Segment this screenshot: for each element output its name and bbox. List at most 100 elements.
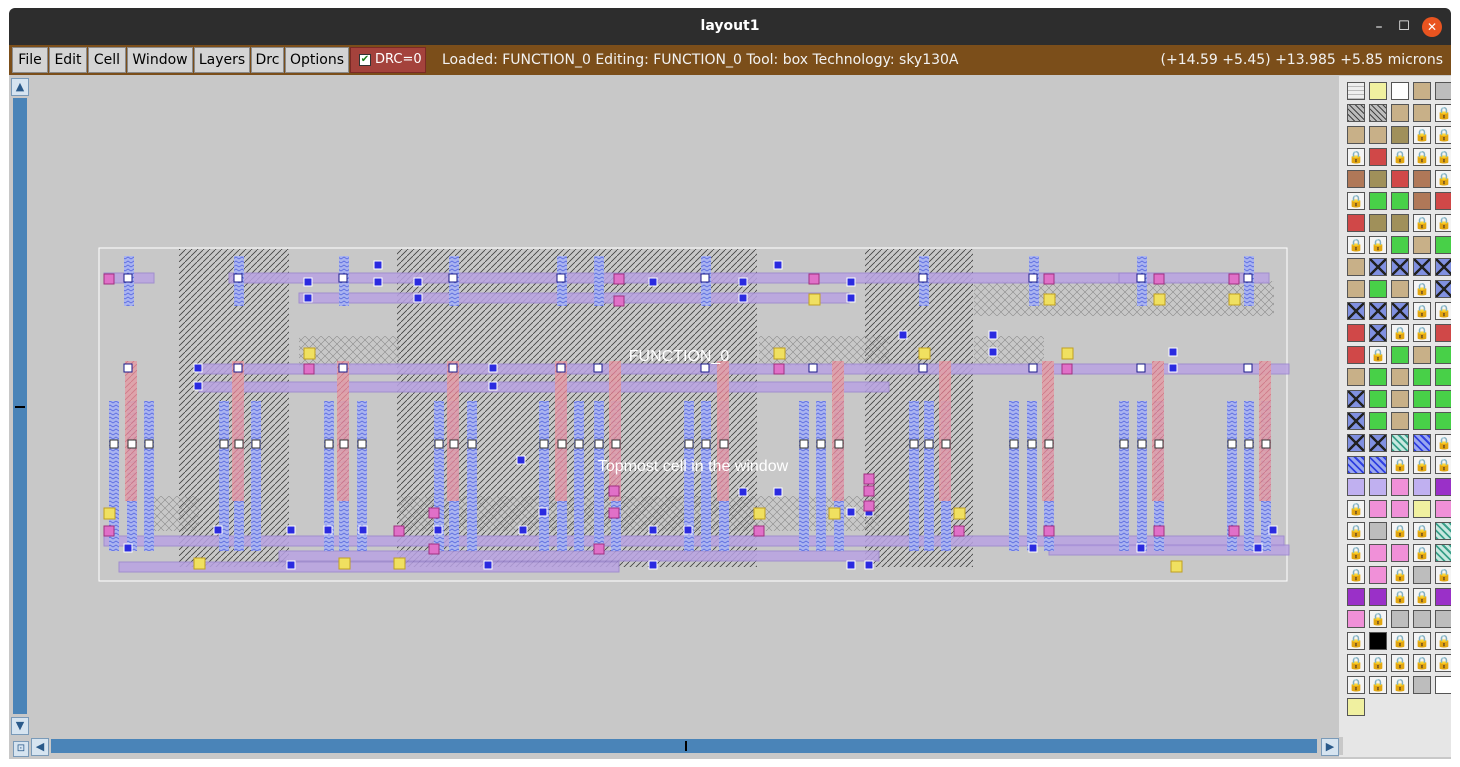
layer-lock-icon[interactable]: 🔒 (1413, 324, 1431, 342)
layer-swatch[interactable] (1413, 104, 1431, 122)
layer-lock-icon[interactable]: 🔒 (1391, 148, 1409, 166)
layer-lock-icon[interactable]: 🔒 (1347, 192, 1365, 210)
layer-swatch[interactable] (1369, 412, 1387, 430)
layer-swatch[interactable] (1391, 368, 1409, 386)
layer-swatch[interactable] (1369, 588, 1387, 606)
layer-swatch[interactable] (1391, 104, 1409, 122)
layer-swatch[interactable] (1347, 258, 1365, 276)
layer-swatch[interactable] (1413, 368, 1431, 386)
menu-drc[interactable]: Drc (251, 47, 284, 73)
layer-swatch[interactable] (1347, 478, 1365, 496)
layer-lock-icon[interactable]: 🔒 (1347, 522, 1365, 540)
layer-lock-icon[interactable]: 🔒 (1413, 280, 1431, 298)
layer-swatch[interactable] (1347, 434, 1365, 452)
layer-swatch[interactable] (1435, 368, 1451, 386)
layer-swatch[interactable] (1391, 82, 1409, 100)
layer-swatch[interactable] (1435, 500, 1451, 518)
menu-file[interactable]: File (12, 47, 48, 73)
layer-lock-icon[interactable]: 🔒 (1347, 544, 1365, 562)
menu-options[interactable]: Options (285, 47, 349, 73)
layer-lock-icon[interactable]: 🔒 (1435, 566, 1451, 584)
horizontal-scrollbar[interactable]: ◀ ▶ (31, 737, 1343, 756)
layer-swatch[interactable] (1413, 170, 1431, 188)
layer-lock-icon[interactable]: 🔒 (1369, 346, 1387, 364)
layer-swatch[interactable] (1435, 346, 1451, 364)
layer-lock-icon[interactable]: 🔒 (1391, 456, 1409, 474)
layer-swatch[interactable] (1391, 302, 1409, 320)
layer-lock-icon[interactable]: 🔒 (1347, 148, 1365, 166)
layer-swatch[interactable] (1435, 676, 1451, 694)
drc-toggle[interactable]: ✔ DRC=0 (350, 47, 426, 73)
layer-swatch[interactable] (1369, 126, 1387, 144)
layer-lock-icon[interactable]: 🔒 (1413, 632, 1431, 650)
layer-swatch[interactable] (1435, 588, 1451, 606)
layer-swatch[interactable] (1391, 170, 1409, 188)
layer-lock-icon[interactable]: 🔒 (1347, 676, 1365, 694)
layer-swatch[interactable] (1435, 82, 1451, 100)
layer-swatch[interactable] (1391, 544, 1409, 562)
layer-swatch[interactable] (1391, 280, 1409, 298)
maximize-button[interactable]: ☐ (1398, 19, 1410, 34)
layer-swatch[interactable] (1369, 434, 1387, 452)
layer-lock-icon[interactable]: 🔒 (1435, 170, 1451, 188)
layer-lock-icon[interactable]: 🔒 (1369, 654, 1387, 672)
layer-swatch[interactable] (1391, 236, 1409, 254)
layer-swatch[interactable] (1347, 346, 1365, 364)
layer-lock-icon[interactable]: 🔒 (1413, 126, 1431, 144)
layer-swatch[interactable] (1369, 302, 1387, 320)
layer-swatch[interactable] (1369, 324, 1387, 342)
scroll-right-icon[interactable]: ▶ (1321, 738, 1339, 756)
layer-lock-icon[interactable]: 🔒 (1369, 236, 1387, 254)
layer-swatch[interactable] (1347, 324, 1365, 342)
layer-lock-icon[interactable]: 🔒 (1413, 148, 1431, 166)
layer-lock-icon[interactable]: 🔒 (1435, 214, 1451, 232)
layer-swatch[interactable] (1413, 192, 1431, 210)
layer-swatch[interactable] (1413, 500, 1431, 518)
layer-lock-icon[interactable]: 🔒 (1435, 456, 1451, 474)
layer-swatch[interactable] (1369, 104, 1387, 122)
layer-swatch[interactable] (1369, 544, 1387, 562)
layer-lock-icon[interactable]: 🔒 (1347, 566, 1365, 584)
layer-lock-icon[interactable]: 🔒 (1347, 236, 1365, 254)
layer-swatch[interactable] (1347, 390, 1365, 408)
horizontal-scroll-thumb[interactable] (685, 741, 687, 751)
layer-swatch[interactable] (1369, 566, 1387, 584)
layer-swatch[interactable] (1435, 324, 1451, 342)
layer-swatch[interactable] (1391, 412, 1409, 430)
scroll-left-icon[interactable]: ◀ (31, 738, 49, 756)
layer-swatch[interactable] (1391, 214, 1409, 232)
layer-lock-icon[interactable]: 🔒 (1391, 632, 1409, 650)
drc-checkbox-icon[interactable]: ✔ (359, 54, 371, 66)
menu-cell[interactable]: Cell (88, 47, 126, 73)
layer-swatch[interactable] (1413, 566, 1431, 584)
layer-swatch[interactable] (1413, 82, 1431, 100)
layer-swatch[interactable] (1413, 236, 1431, 254)
layer-lock-icon[interactable]: 🔒 (1413, 302, 1431, 320)
layer-swatch[interactable] (1435, 522, 1451, 540)
layout-drawing[interactable]: FUNCTION_0 Topmost cell in the window (29, 76, 1339, 736)
layer-lock-icon[interactable]: 🔒 (1391, 676, 1409, 694)
scroll-up-icon[interactable]: ▲ (11, 78, 29, 96)
layer-lock-icon[interactable]: 🔒 (1347, 632, 1365, 650)
layer-lock-icon[interactable]: 🔒 (1435, 148, 1451, 166)
layer-swatch[interactable] (1369, 82, 1387, 100)
layer-swatch[interactable] (1391, 346, 1409, 364)
layer-swatch[interactable] (1391, 478, 1409, 496)
vertical-scroll-track[interactable] (13, 98, 27, 714)
layer-swatch[interactable] (1413, 390, 1431, 408)
layout-canvas[interactable]: FUNCTION_0 Topmost cell in the window (29, 76, 1339, 736)
scroll-down-icon[interactable]: ▼ (11, 717, 29, 735)
menu-window[interactable]: Window (127, 47, 193, 73)
layer-swatch[interactable] (1413, 610, 1431, 628)
layer-swatch[interactable] (1369, 192, 1387, 210)
layer-swatch[interactable] (1369, 170, 1387, 188)
layer-lock-icon[interactable]: 🔒 (1369, 610, 1387, 628)
close-button[interactable]: ✕ (1422, 17, 1442, 37)
layer-lock-icon[interactable]: 🔒 (1391, 654, 1409, 672)
layer-swatch[interactable] (1347, 170, 1365, 188)
layer-lock-icon[interactable]: 🔒 (1435, 104, 1451, 122)
layer-swatch[interactable] (1435, 478, 1451, 496)
layer-swatch[interactable] (1435, 412, 1451, 430)
layer-swatch[interactable] (1435, 236, 1451, 254)
layer-lock-icon[interactable]: 🔒 (1391, 566, 1409, 584)
